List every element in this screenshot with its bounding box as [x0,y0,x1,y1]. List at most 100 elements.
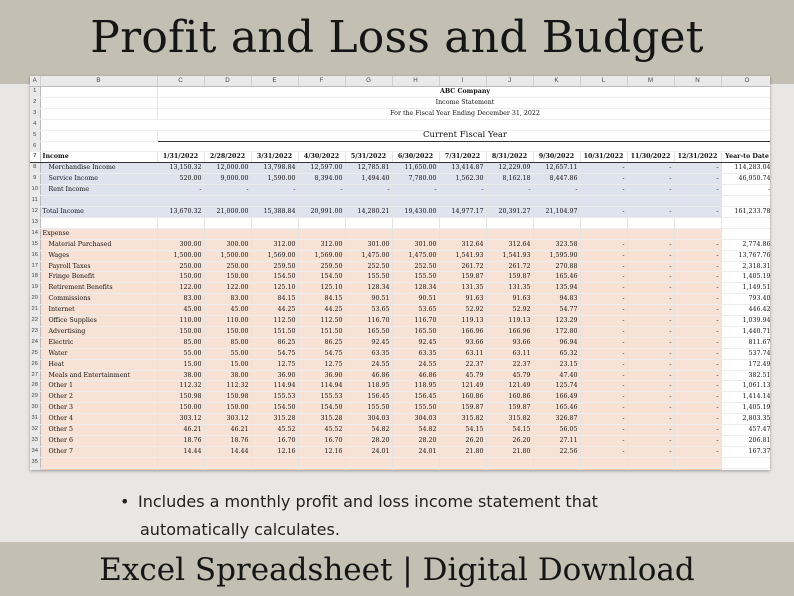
value-cell[interactable]: - [580,184,628,197]
cell[interactable] [157,217,205,229]
row-label[interactable]: Other 6 [40,435,158,447]
value-cell[interactable]: 44.25 [251,304,299,317]
value-cell[interactable]: 150.00 [157,271,205,284]
value-cell[interactable]: 326.87 [533,413,581,426]
value-cell[interactable]: 1,562.30 [439,173,487,186]
ytd-cell[interactable]: 457.47 [721,424,770,436]
value-cell[interactable]: - [674,435,722,447]
value-cell[interactable]: - [580,370,628,382]
value-cell[interactable]: 18.76 [204,435,252,447]
value-cell[interactable]: - [627,424,675,436]
month-header[interactable]: 6/30/2022 [392,151,440,164]
value-cell[interactable]: 7,780.00 [392,173,440,186]
value-cell[interactable]: 44.25 [298,304,346,317]
value-cell[interactable]: - [580,271,628,284]
month-header[interactable]: 8/31/2022 [486,151,534,164]
value-cell[interactable]: 150.00 [204,271,252,284]
value-cell[interactable]: 63.35 [392,348,440,360]
cell[interactable] [298,195,346,207]
value-cell[interactable]: - [298,184,346,197]
value-cell[interactable]: - [580,424,628,436]
cell[interactable] [486,228,534,240]
row-label[interactable]: Retirement Benefits [40,282,158,295]
value-cell[interactable]: 1,569.00 [298,250,346,262]
cell[interactable] [627,195,675,207]
fiscal-year-label[interactable]: Current Fiscal Year [157,129,770,142]
cell[interactable] [721,195,770,207]
value-cell[interactable]: - [627,435,675,447]
ytd-cell[interactable]: 537.74 [721,348,770,360]
value-cell[interactable]: - [392,184,440,197]
value-cell[interactable]: 21,000.00 [204,205,252,218]
value-cell[interactable]: 15.00 [204,359,252,371]
value-cell[interactable]: 315.28 [298,413,346,426]
value-cell[interactable]: 112.32 [157,380,205,393]
value-cell[interactable]: 520.00 [157,173,205,186]
ytd-cell[interactable]: 161,233.78 [721,205,770,218]
value-cell[interactable]: 24.55 [345,359,393,371]
cell[interactable] [40,217,158,229]
ytd-cell[interactable]: 1,440.71 [721,326,770,338]
value-cell[interactable]: - [627,173,675,186]
value-cell[interactable]: 14.44 [204,446,252,458]
ytd-cell[interactable]: 167.37 [721,446,770,458]
ytd-cell[interactable]: 1,405.19 [721,271,770,284]
cell[interactable] [721,228,770,240]
row-label[interactable]: Merchandise Income [40,162,158,175]
value-cell[interactable]: 165.50 [392,326,440,338]
value-cell[interactable]: 92.45 [392,337,440,349]
ytd-cell[interactable]: 2,803.35 [721,413,770,426]
cell[interactable] [251,457,299,469]
cell[interactable] [204,195,252,207]
value-cell[interactable]: - [674,261,722,273]
value-cell[interactable]: 312.00 [298,239,346,251]
value-cell[interactable]: 3,807.87 [345,467,393,470]
month-header[interactable]: 10/31/2022 [580,151,628,164]
value-cell[interactable]: 119.13 [486,315,534,327]
value-cell[interactable]: - [580,173,628,186]
value-cell[interactable]: - [674,402,722,415]
value-cell[interactable]: 1,541.93 [439,250,487,262]
value-cell[interactable]: 54.77 [533,304,581,317]
month-header[interactable]: 1/31/2022 [157,151,205,164]
ytd-cell[interactable]: 1,061.13 [721,380,770,393]
value-cell[interactable]: - [627,370,675,382]
row-header[interactable]: 26 [30,359,41,371]
value-cell[interactable]: - [674,173,722,186]
value-cell[interactable]: - [674,250,722,262]
value-cell[interactable]: 122.00 [157,282,205,295]
row-header[interactable]: 1 [30,86,41,98]
value-cell[interactable]: 45.52 [298,424,346,436]
value-cell[interactable]: 135.94 [533,282,581,295]
value-cell[interactable]: 323.58 [533,239,581,251]
value-cell[interactable]: 8,394.00 [298,173,346,186]
value-cell[interactable]: 114.94 [298,380,346,393]
value-cell[interactable]: - [627,402,675,415]
row-label[interactable]: Other 5 [40,424,158,436]
column-header-c[interactable]: C [157,76,205,87]
cell[interactable] [345,195,393,207]
ytd-cell[interactable]: 2,774.86 [721,239,770,251]
value-cell[interactable]: - [674,293,722,306]
company-row-cell[interactable]: ABC Company [157,86,770,98]
column-header-n[interactable]: N [674,76,722,87]
value-cell[interactable]: 270.88 [533,261,581,273]
value-cell[interactable]: 155.50 [392,402,440,415]
ytd-cell[interactable]: 1,405.19 [721,402,770,415]
cell[interactable] [392,228,440,240]
value-cell[interactable]: 4,060.54 [533,467,581,470]
cell[interactable] [674,228,722,240]
row-header[interactable]: 36 [30,467,41,470]
ytd-cell[interactable]: 46,950.74 [721,173,770,186]
value-cell[interactable]: 151.50 [251,326,299,338]
row-header[interactable]: 35 [30,457,41,469]
row-header[interactable]: 25 [30,348,41,360]
cell[interactable] [533,228,581,240]
value-cell[interactable]: - [674,184,722,197]
value-cell[interactable]: 86.25 [298,337,346,349]
value-cell[interactable]: 85.00 [157,337,205,349]
value-cell[interactable]: 160.86 [439,391,487,404]
value-cell[interactable]: - [580,413,628,426]
row-label[interactable]: Advertising [40,326,158,338]
value-cell[interactable]: 150.00 [157,326,205,338]
